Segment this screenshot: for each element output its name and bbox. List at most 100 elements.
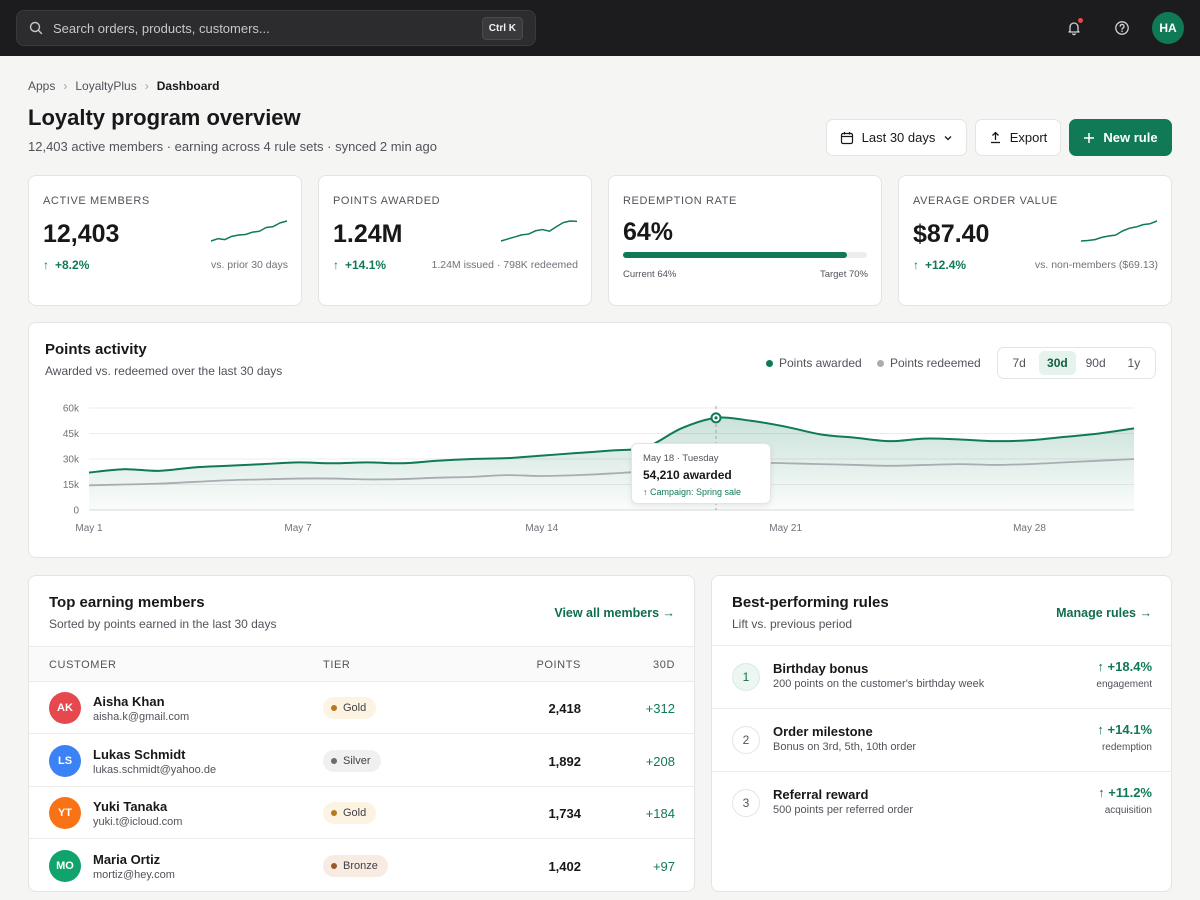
sparkline xyxy=(210,220,288,242)
export-button[interactable]: Export xyxy=(975,119,1061,156)
legend-dot xyxy=(877,359,884,367)
view-all-members-link[interactable]: View all members → xyxy=(554,606,675,620)
progress-current-label: Current 64% xyxy=(623,269,677,280)
rule-lift: ↑ +11.2% xyxy=(1098,785,1152,800)
kpi-delta-value: +12.4% xyxy=(925,258,967,272)
new-rule-button[interactable]: New rule xyxy=(1069,119,1172,156)
kpi-value: 12,403 xyxy=(43,220,120,248)
chart-tooltip: May 18 · Tuesday 54,210 awarded ↑ Campai… xyxy=(631,443,771,504)
tier-badge: Silver xyxy=(323,749,381,772)
legend-dot xyxy=(766,359,773,367)
arrow-up-icon: ↑ xyxy=(1097,722,1108,737)
sparkline-line xyxy=(500,220,578,242)
rule-item[interactable]: 2 Order milestone Bonus on 3rd, 5th, 10th … xyxy=(712,708,1171,771)
breadcrumb-apps[interactable]: Apps xyxy=(28,79,56,93)
top-members-card: Top earning members Sorted by points ear… xyxy=(28,575,695,892)
rule-item[interactable]: 3 Referral reward 500 points per referred … xyxy=(712,771,1171,834)
range-selector: 7d 30d 90d 1y xyxy=(997,347,1156,379)
manage-rules-link[interactable]: Manage rules → xyxy=(1056,606,1152,620)
search-input[interactable]: Search orders, products, customers... xyxy=(53,20,270,36)
kpi-value: 64% xyxy=(623,218,674,246)
column-header-30d[interactable]: 30D xyxy=(653,659,675,671)
range-1y[interactable]: 1y xyxy=(1127,356,1141,370)
column-header-tier[interactable]: TIER xyxy=(323,659,351,671)
tier-badge: Gold xyxy=(323,697,377,719)
date-range-dropdown[interactable]: Last 30 days xyxy=(826,119,967,156)
customer-email: lukas.schmidt@yahoo.de xyxy=(93,763,217,776)
x-tick-label: May 28 xyxy=(1013,523,1046,534)
kpi-delta: ↑ +12.4% xyxy=(913,258,966,272)
help-button[interactable] xyxy=(1110,16,1134,40)
arrow-up-icon: ↑ xyxy=(1098,785,1109,800)
customer-name[interactable]: Lukas Schmidt xyxy=(93,746,186,762)
rule-description: Bonus on 3rd, 5th, 10th order xyxy=(773,741,917,753)
rule-lift: ↑ +14.1% xyxy=(1097,722,1152,737)
tooltip-value: 54,210 awarded xyxy=(643,468,732,482)
rule-lift-value: +14.1% xyxy=(1107,722,1152,737)
section-title: Best-performing rules xyxy=(732,594,889,611)
export-label: Export xyxy=(1009,130,1048,145)
rule-rank: 1 xyxy=(732,663,760,691)
y-tick-label: 0 xyxy=(73,506,79,517)
calendar-icon xyxy=(840,131,853,144)
kpi-card-points-awarded: POINTS AWARDED 1.24M ↑ +14.1% 1.24M issue… xyxy=(318,175,592,306)
legend-label: Points redeemed xyxy=(890,356,981,370)
search-bar[interactable]: Search orders, products, customers... Ct… xyxy=(16,10,536,46)
avatar: LS xyxy=(49,744,81,777)
column-header-points[interactable]: POINTS xyxy=(536,659,581,671)
chart-title: Points activity xyxy=(45,341,147,358)
kpi-label: REDEMPTION RATE xyxy=(623,195,737,207)
avatar: MO xyxy=(49,849,81,882)
points-30d-delta: +97 xyxy=(652,858,675,874)
column-header-customer[interactable]: CUSTOMER xyxy=(49,659,117,671)
tier-dot xyxy=(331,757,337,764)
rule-name: Referral reward xyxy=(773,787,869,802)
table-row[interactable]: LS Lukas Schmidt lukas.schmidt@yahoo.de Sil… xyxy=(29,735,694,787)
kpi-label: ACTIVE MEMBERS xyxy=(43,195,150,207)
chevron-down-icon xyxy=(944,135,952,140)
legend-awarded: Points awarded xyxy=(766,356,862,370)
tooltip-note: ↑ Campaign: Spring sale xyxy=(643,487,742,497)
customer-email: yuki.t@icloud.com xyxy=(93,816,183,828)
tier-label: Gold xyxy=(343,807,367,819)
kpi-delta-value: +8.2% xyxy=(55,258,90,272)
kpi-label: AVERAGE ORDER VALUE xyxy=(913,195,1058,207)
rule-lift: ↑ +18.4% xyxy=(1097,659,1152,674)
range-90d[interactable]: 90d xyxy=(1085,356,1106,370)
rule-description: 200 points on the customer's birthday we… xyxy=(773,678,985,690)
table-header: CUSTOMER TIER POINTS 30D xyxy=(29,646,694,682)
customer-name[interactable]: Yuki Tanaka xyxy=(93,799,168,814)
user-avatar[interactable]: HA xyxy=(1152,12,1184,44)
table-row[interactable]: YT Yuki Tanaka yuki.t@icloud.com Gold 1,734 +… xyxy=(29,787,694,839)
customer-email: aisha.k@gmail.com xyxy=(93,711,190,723)
search-icon xyxy=(29,21,43,35)
y-tick-label: 45k xyxy=(63,429,80,440)
kpi-label: POINTS AWARDED xyxy=(333,195,441,207)
tooltip-date: May 18 · Tuesday xyxy=(643,453,719,464)
tier-dot xyxy=(331,862,337,869)
kpi-note: 1.24M issued · 798K redeemed xyxy=(431,259,578,271)
hover-point-center xyxy=(714,416,718,420)
tier-dot xyxy=(331,705,337,711)
range-30d[interactable]: 30d xyxy=(1039,351,1076,375)
rule-description: 500 points per referred order xyxy=(773,804,914,816)
breadcrumb-loyaltyplus[interactable]: LoyaltyPlus xyxy=(75,79,137,93)
points-activity-card: 60k 45k 30k 15k 0 May 1 May 7 May 14 May 21 May 2… xyxy=(28,322,1172,558)
rule-category: engagement xyxy=(1096,679,1152,690)
rule-category: acquisition xyxy=(1104,805,1152,816)
progress-target-label: Target 70% xyxy=(819,269,868,280)
rule-rank: 2 xyxy=(732,726,760,754)
customer-name[interactable]: Aisha Khan xyxy=(93,694,165,709)
rule-item[interactable]: 1 Birthday bonus 200 points on the custome… xyxy=(712,645,1171,708)
progress-bar xyxy=(623,252,867,258)
range-7d[interactable]: 7d xyxy=(1012,356,1026,370)
points-value: 1,892 xyxy=(548,753,581,769)
kpi-delta: ↑ +14.1% xyxy=(333,258,386,272)
customer-name[interactable]: Maria Ortiz xyxy=(93,851,161,867)
notifications-button[interactable] xyxy=(1062,16,1086,40)
redeemed-line xyxy=(88,458,1135,487)
table-row[interactable]: MO Maria Ortiz mortiz@hey.com Bronze 1,402 +9… xyxy=(29,840,694,892)
table-row[interactable]: AK Aisha Khan aisha.k@gmail.com Gold 2,418 +3… xyxy=(29,682,694,734)
arrow-up-icon: ↑ xyxy=(333,258,339,272)
rule-lift-value: +18.4% xyxy=(1107,659,1152,674)
